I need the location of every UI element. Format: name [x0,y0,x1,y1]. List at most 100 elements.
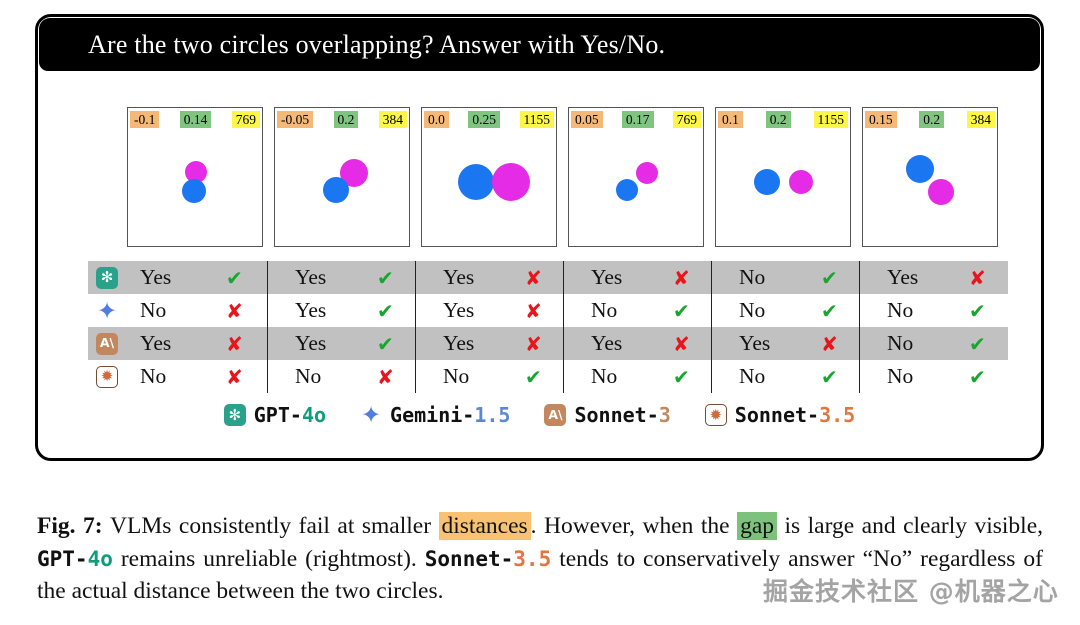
gemini-icon: ✦ [96,296,118,325]
distance-label: 0.15 [865,111,897,128]
circle-canvas [422,130,556,246]
panels-row: -0.1 0.14 769 -0.05 0.2 384 0.0 0.25 1155 0.05 0.1… [127,107,998,247]
check-icon: ✔ [821,364,838,389]
pixels-label: 769 [231,111,260,128]
cross-icon: ✘ [525,298,542,323]
check-icon: ✔ [377,331,394,356]
answer-table: ✻ Yes ✔ Yes ✔ Yes ✘ Yes ✘ No ✔ Yes ✘ ✦ No ✘ Yes ✔ Yes ✘ No ✔ N… [88,261,1008,393]
check-icon: ✔ [821,265,838,290]
answer-text: No [739,298,766,322]
answer-cell: Yes ✘ [564,261,712,294]
stimulus-panel-1: -0.1 0.14 769 [127,107,263,247]
answer-text: No [591,298,618,322]
caption-part: Sonnet- [424,546,514,571]
legend-prefix: GPT- [253,403,302,427]
pixels-label: 384 [966,111,995,128]
answer-text: No [295,364,322,388]
stimulus-panel-2: -0.05 0.2 384 [274,107,410,247]
caption-part: VLMs consistently fail at smaller [110,513,439,539]
answer-text: Yes [140,331,172,355]
answer-text: Yes [140,265,172,289]
caption-part: 3.5 [513,546,552,571]
model-row-sonnet-3: A\ Yes ✘ Yes ✔ Yes ✘ Yes ✘ Yes ✘ No ✔ [88,327,1008,360]
cross-icon: ✘ [525,331,542,356]
anthropic-icon: A\ [544,404,567,426]
panel-labels: 0.1 0.2 1155 [716,108,850,128]
answer-text: Yes [443,298,475,322]
check-icon: ✔ [673,298,690,323]
cross-icon: ✘ [377,364,394,389]
caption-part: remains unreliable (rightmost). [112,545,425,572]
panel-labels: 0.15 0.2 384 [863,108,997,128]
answer-text: Yes [295,265,327,289]
distance-label: 0.0 [424,111,449,128]
caption-part: GPT- [37,546,88,571]
magenta-circle [492,163,530,201]
blue-circle [182,179,206,203]
answer-text: Yes [295,331,327,355]
circle-canvas [569,130,703,246]
answer-text: No [887,331,914,355]
answer-text: Yes [295,298,327,322]
answer-cell: Yes ✔ [268,327,416,360]
answer-text: Yes [443,265,475,289]
check-icon: ✔ [969,298,986,323]
check-icon: ✔ [821,298,838,323]
legend-label: Sonnet-3.5 [735,403,855,427]
check-icon: ✔ [377,298,394,323]
figure-caption: Fig. 7: VLMs consistently fail at smalle… [37,510,1043,608]
question-text: Are the two circles overlapping? Answer … [88,29,666,59]
panel-labels: 0.05 0.17 769 [569,108,703,128]
answer-text: No [443,364,470,388]
cross-icon: ✘ [821,331,838,356]
answer-cell: No ✔ [564,360,712,393]
answer-cell: No ✔ [712,261,860,294]
answer-text: Yes [739,331,771,355]
blue-circle [906,155,934,183]
answer-cell: Yes ✘ [416,261,564,294]
check-icon: ✔ [969,331,986,356]
distance-label: -0.1 [130,111,160,128]
pixels-label: 1155 [519,111,554,128]
cross-icon: ✘ [673,265,690,290]
radius-label: 0.2 [919,111,945,128]
legend-label: Sonnet-3 [574,403,670,427]
distance-label: 0.1 [718,111,743,128]
legend-suffix: 1.5 [474,403,511,427]
legend-item-sonnet-3.5: ✹ Sonnet-3.5 [704,403,855,427]
openai-icon: ✻ [223,404,246,426]
pixels-label: 384 [378,111,407,128]
cross-icon: ✘ [226,331,243,356]
stimulus-panel-6: 0.15 0.2 384 [862,107,998,247]
stimulus-panel-5: 0.1 0.2 1155 [715,107,851,247]
answer-text: No [887,298,914,322]
check-icon: ✔ [226,265,243,290]
legend-prefix: Sonnet- [734,403,820,427]
check-icon: ✔ [525,364,542,389]
distance-label: -0.05 [277,111,314,128]
legend-item-gpt-4o: ✻ GPT-4o [223,403,326,427]
magenta-circle [185,161,207,183]
blue-circle [616,179,638,201]
stimulus-panel-4: 0.05 0.17 769 [568,107,704,247]
answer-text: No [591,364,618,388]
answer-cell: No ✔ [860,327,1008,360]
pixels-label: 769 [672,111,701,128]
panel-labels: -0.05 0.2 384 [275,108,409,128]
legend-prefix: Gemini- [390,403,475,427]
openai-icon: ✻ [96,266,118,289]
answer-cell: ✦ No ✘ [88,294,268,327]
check-icon: ✔ [673,364,690,389]
model-row-sonnet-3.5: ✹ No ✘ No ✘ No ✔ No ✔ No ✔ No ✔ [88,360,1008,393]
answer-text: No [140,364,167,388]
magenta-circle [636,162,658,184]
answer-cell: Yes ✘ [416,327,564,360]
anthropic-icon: A\ [96,332,118,355]
answer-cell: No ✔ [712,294,860,327]
magenta-circle [789,170,813,194]
cross-icon: ✘ [673,331,690,356]
answer-text: No [887,364,914,388]
cross-icon: ✘ [226,298,243,323]
legend-label: GPT-4o [254,403,326,427]
